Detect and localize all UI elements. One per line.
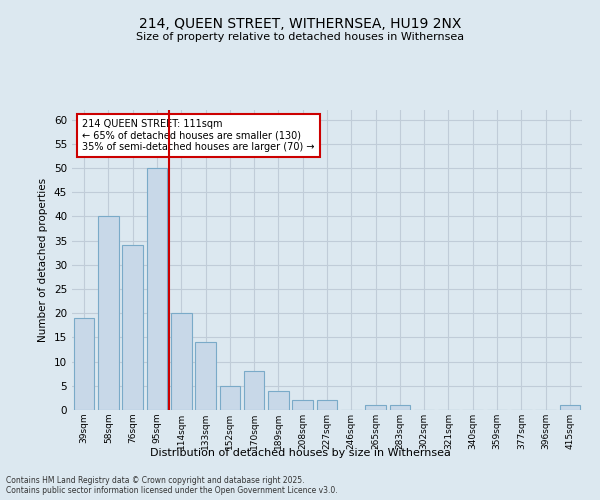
Bar bbox=[317, 400, 337, 410]
Bar bbox=[98, 216, 119, 410]
Text: Contains HM Land Registry data © Crown copyright and database right 2025.
Contai: Contains HM Land Registry data © Crown c… bbox=[6, 476, 338, 495]
Text: Distribution of detached houses by size in Withernsea: Distribution of detached houses by size … bbox=[149, 448, 451, 458]
Y-axis label: Number of detached properties: Number of detached properties bbox=[38, 178, 49, 342]
Bar bbox=[220, 386, 240, 410]
Bar bbox=[560, 405, 580, 410]
Bar bbox=[146, 168, 167, 410]
Text: 214 QUEEN STREET: 111sqm
← 65% of detached houses are smaller (130)
35% of semi-: 214 QUEEN STREET: 111sqm ← 65% of detach… bbox=[82, 119, 314, 152]
Bar bbox=[365, 405, 386, 410]
Bar bbox=[292, 400, 313, 410]
Bar bbox=[122, 246, 143, 410]
Bar bbox=[74, 318, 94, 410]
Bar bbox=[244, 372, 265, 410]
Text: Size of property relative to detached houses in Withernsea: Size of property relative to detached ho… bbox=[136, 32, 464, 42]
Bar bbox=[171, 313, 191, 410]
Bar bbox=[389, 405, 410, 410]
Bar bbox=[195, 342, 216, 410]
Bar bbox=[268, 390, 289, 410]
Text: 214, QUEEN STREET, WITHERNSEA, HU19 2NX: 214, QUEEN STREET, WITHERNSEA, HU19 2NX bbox=[139, 18, 461, 32]
